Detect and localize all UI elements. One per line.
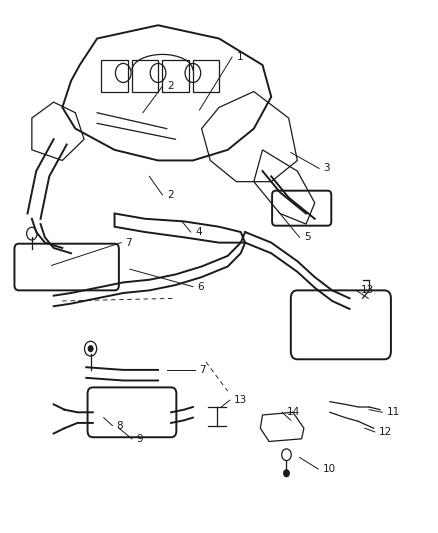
Text: 1: 1 [237, 52, 243, 62]
Text: 9: 9 [136, 434, 143, 444]
Text: 6: 6 [197, 281, 204, 292]
Text: 12: 12 [379, 427, 392, 437]
Text: 4: 4 [195, 227, 201, 237]
Text: 10: 10 [322, 464, 336, 474]
Text: 2: 2 [167, 190, 173, 200]
Bar [162, 60, 188, 92]
Bar [193, 60, 219, 92]
Circle shape [88, 345, 93, 352]
Text: 5: 5 [304, 232, 311, 243]
Text: 2: 2 [167, 81, 173, 91]
Text: 3: 3 [323, 164, 330, 173]
Text: 8: 8 [117, 421, 124, 431]
Text: 13: 13 [360, 285, 374, 295]
Text: 13: 13 [234, 395, 247, 405]
Bar [132, 60, 158, 92]
Bar [102, 60, 127, 92]
Circle shape [282, 449, 291, 461]
Text: 7: 7 [199, 365, 206, 375]
Text: 7: 7 [125, 238, 132, 248]
Text: 11: 11 [387, 407, 400, 417]
Circle shape [283, 470, 290, 477]
Text: 14: 14 [286, 407, 300, 417]
